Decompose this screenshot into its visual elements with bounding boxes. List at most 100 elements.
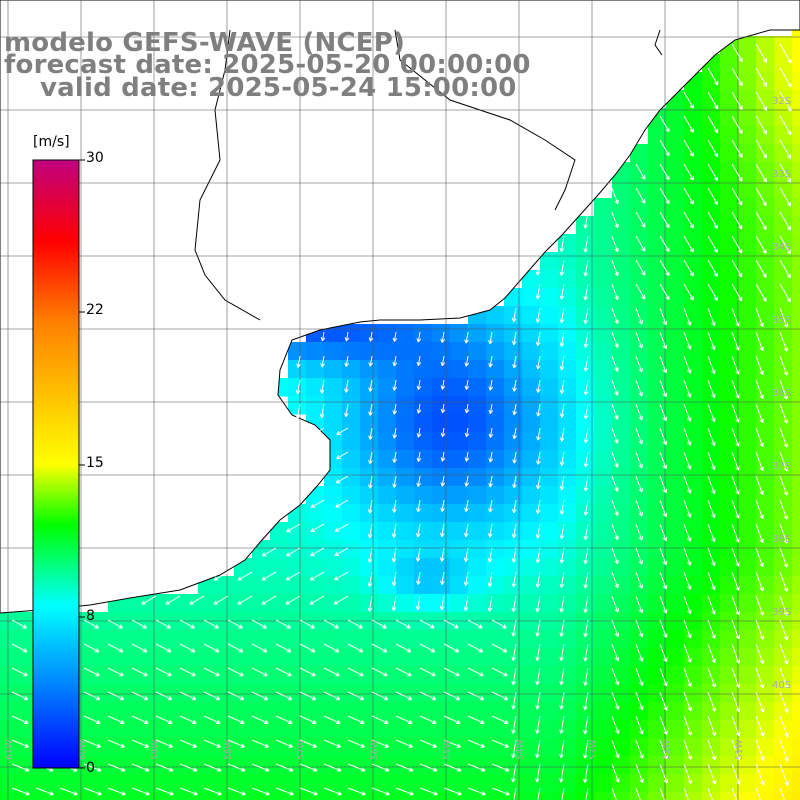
arrow-head (689, 393, 692, 398)
wind-speed-cell (648, 486, 667, 505)
arrow-head (783, 420, 788, 424)
wind-arrow (334, 547, 349, 557)
arrow-head (170, 791, 174, 795)
arrow-head (665, 657, 668, 662)
wind-arrow (311, 427, 325, 436)
arrow-head (511, 753, 514, 758)
arrow-shaft (443, 643, 460, 653)
arrow-head (689, 177, 694, 181)
arrow-head (583, 462, 586, 468)
wind-speed-cell (792, 288, 800, 307)
wind-arrow (659, 523, 668, 542)
wind-speed-cell (594, 378, 613, 397)
arrow-head (309, 600, 313, 605)
wind-arrow (347, 763, 366, 772)
wind-arrow (707, 67, 719, 86)
border-line (394, 29, 576, 211)
wind-speed-cell (612, 558, 631, 577)
wind-arrow (731, 571, 740, 591)
arrow-head (559, 413, 563, 418)
arrow-head (264, 672, 268, 676)
wind-speed-cell (576, 702, 595, 721)
wind-arrow (416, 475, 422, 487)
arrow-head (511, 607, 514, 612)
wind-speed-cell (486, 720, 505, 739)
arrow-shaft (513, 307, 517, 322)
wind-speed-cell (468, 378, 487, 397)
wind-arrow (559, 475, 565, 491)
arrow-head (384, 695, 389, 700)
arrow-shaft (560, 235, 565, 252)
arrow-head (23, 624, 27, 629)
arrow-head (738, 538, 740, 543)
wind-arrow (659, 763, 669, 784)
arrow-shaft (560, 307, 565, 323)
arrow-head (535, 484, 539, 490)
arrow-head (713, 178, 718, 182)
arrow-shaft (779, 475, 788, 496)
wind-arrow (583, 211, 589, 229)
wind-speed-cell (324, 648, 343, 667)
wind-arrow (512, 451, 517, 464)
wind-speed-cell (396, 432, 415, 451)
wind-speed-cell (630, 720, 649, 739)
wind-speed-cell (594, 756, 613, 775)
wind-speed-cell (378, 720, 397, 739)
wind-speed-cell (576, 684, 595, 703)
arrow-head (584, 657, 588, 662)
arrow-shaft (560, 283, 565, 300)
wind-speed-cell (270, 666, 289, 685)
arrow-head (759, 419, 764, 424)
wind-speed-cell (648, 594, 667, 613)
arrow-head (559, 705, 562, 710)
wind-arrow (367, 595, 373, 612)
arrow-head (762, 394, 764, 399)
wind-arrow (779, 475, 789, 496)
arrow-shaft (393, 427, 397, 439)
wind-arrow (559, 619, 565, 637)
arrow-head (738, 202, 743, 206)
arrow-shaft (443, 715, 461, 724)
arrow-head (536, 271, 541, 276)
wind-arrow (731, 403, 740, 423)
wind-arrow (559, 595, 565, 613)
wind-speed-cell (522, 468, 541, 487)
wind-arrow (755, 787, 761, 800)
arrow-shaft (11, 715, 29, 724)
arrow-head (641, 488, 643, 493)
arrow-shaft (323, 643, 340, 653)
arrow-shaft (465, 523, 469, 537)
wind-arrow (779, 91, 792, 112)
wind-speed-cell (756, 108, 775, 127)
wind-speed-cell (342, 594, 361, 613)
wind-speed-cell (756, 684, 775, 703)
arrow-shaft (560, 739, 565, 758)
arrow-head (786, 611, 789, 616)
arrow-head (584, 584, 589, 589)
wind-arrow (659, 499, 668, 518)
wind-arrow (488, 427, 494, 438)
wind-speed-cell (486, 486, 505, 505)
arrow-head (787, 708, 789, 713)
arrow-head (464, 432, 467, 437)
arrow-shaft (779, 571, 788, 592)
arrow-head (415, 605, 419, 611)
wind-speed-cell (450, 378, 469, 397)
wind-speed-cell (180, 648, 199, 667)
arrow-head (665, 416, 668, 421)
arrow-shaft (465, 451, 469, 462)
arrow-head (584, 609, 588, 613)
arrow-shaft (707, 427, 715, 446)
wind-speed-cell (486, 378, 505, 397)
wind-arrow (683, 355, 692, 374)
wind-speed-cell (396, 468, 415, 487)
arrow-head (689, 465, 692, 470)
arrow-shaft (635, 595, 643, 613)
arrow-head (641, 584, 644, 589)
wind-speed-cell (756, 756, 775, 775)
wind-speed-cell (684, 684, 703, 703)
arrow-head (711, 490, 715, 495)
wind-speed-cell (450, 756, 469, 775)
wind-arrow (467, 667, 484, 677)
wind-arrow (731, 355, 740, 375)
